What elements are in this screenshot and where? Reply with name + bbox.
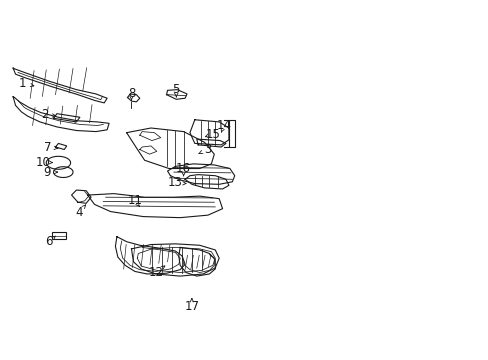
Text: 5: 5: [172, 83, 180, 96]
Text: 6: 6: [45, 235, 52, 248]
Polygon shape: [55, 143, 66, 149]
Polygon shape: [13, 97, 109, 132]
Text: 11: 11: [127, 194, 142, 207]
Text: 1: 1: [19, 77, 26, 90]
Text: 15: 15: [205, 127, 220, 141]
Text: 4: 4: [75, 206, 82, 219]
Polygon shape: [167, 164, 234, 184]
Polygon shape: [126, 128, 214, 168]
Text: 17: 17: [184, 300, 199, 313]
Text: 14: 14: [216, 119, 231, 132]
Text: 9: 9: [43, 166, 51, 179]
Polygon shape: [179, 247, 215, 276]
Text: 8: 8: [127, 87, 135, 100]
Polygon shape: [13, 68, 107, 103]
Polygon shape: [137, 247, 215, 273]
Text: 2: 2: [41, 108, 48, 121]
Text: 10: 10: [35, 156, 50, 168]
Polygon shape: [184, 175, 228, 189]
Polygon shape: [166, 90, 186, 99]
Polygon shape: [140, 132, 161, 140]
Polygon shape: [54, 114, 80, 122]
Polygon shape: [71, 190, 91, 203]
Polygon shape: [131, 244, 219, 276]
Text: 7: 7: [44, 140, 52, 153]
Text: 13: 13: [167, 176, 183, 189]
Polygon shape: [140, 146, 157, 154]
Polygon shape: [127, 94, 140, 102]
Polygon shape: [115, 237, 184, 274]
Text: 16: 16: [176, 162, 191, 175]
Polygon shape: [87, 194, 222, 218]
Polygon shape: [189, 120, 228, 145]
Polygon shape: [196, 139, 225, 147]
Text: 3: 3: [204, 143, 211, 156]
Bar: [52, 232, 65, 239]
Text: 12: 12: [148, 266, 163, 279]
